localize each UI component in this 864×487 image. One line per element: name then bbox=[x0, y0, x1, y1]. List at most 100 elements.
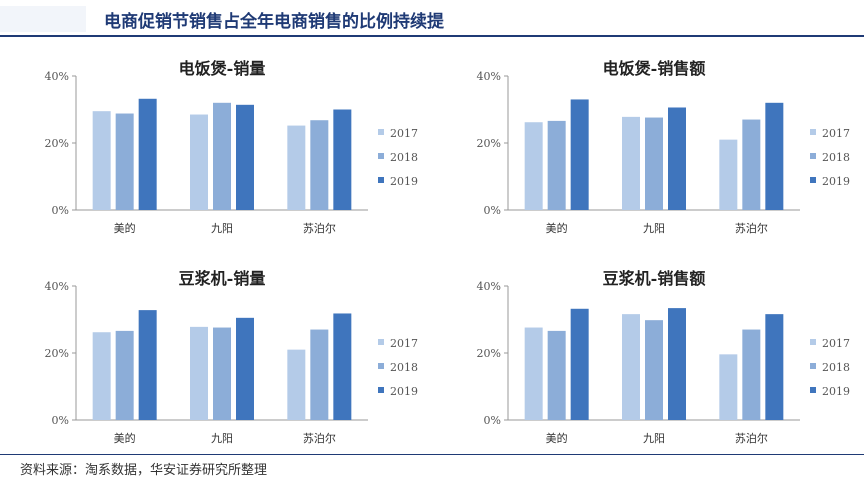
legend-swatch bbox=[810, 387, 816, 393]
chart-panel-rice-cooker-volume: 电饭煲-销量 0% 20% 40% 美的 九阳 苏泊尔 2017 2018 2019 bbox=[0, 40, 432, 250]
legend-swatch bbox=[810, 129, 816, 135]
bar bbox=[524, 122, 543, 210]
bar-chart-svg: 电饭煲-销售额 0% 20% 40% 美的 九阳 苏泊尔 2017 2018 2019 bbox=[477, 59, 850, 235]
bar bbox=[310, 120, 329, 210]
legend-swatch bbox=[810, 177, 816, 183]
legend-swatch bbox=[378, 129, 384, 135]
y-tick-label: 0% bbox=[52, 414, 69, 427]
legend-swatch bbox=[810, 153, 816, 159]
bar bbox=[115, 330, 134, 420]
bar bbox=[765, 102, 784, 210]
bar bbox=[333, 109, 352, 210]
bar bbox=[719, 139, 738, 210]
bar-chart-svg: 电饭煲-销量 0% 20% 40% 美的 九阳 苏泊尔 2017 2018 2019 bbox=[45, 59, 418, 235]
bar bbox=[765, 314, 784, 420]
y-tick-label: 20% bbox=[45, 137, 69, 150]
chart-panel-soymilk-volume: 豆浆机-销量 0% 20% 40% 美的 九阳 苏泊尔 2017 2018 2019 bbox=[0, 250, 432, 460]
legend-label: 2019 bbox=[390, 385, 418, 398]
page-title: 电商促销节销售占全年电商销售的比例持续提 bbox=[104, 12, 444, 32]
footer-divider bbox=[0, 454, 864, 455]
y-tick-label: 40% bbox=[45, 280, 69, 293]
bar bbox=[570, 308, 589, 420]
chart-title: 豆浆机-销量 bbox=[179, 269, 266, 288]
category-label: 九阳 bbox=[643, 432, 665, 445]
bar bbox=[645, 320, 663, 420]
category-label: 苏泊尔 bbox=[735, 222, 768, 235]
legend-label: 2017 bbox=[822, 337, 850, 350]
bar bbox=[333, 313, 352, 420]
category-label: 美的 bbox=[114, 221, 136, 235]
legend-label: 2017 bbox=[822, 127, 850, 140]
legend-label: 2018 bbox=[822, 361, 850, 374]
legend-swatch bbox=[378, 387, 384, 393]
bar bbox=[645, 117, 663, 210]
y-tick-label: 40% bbox=[477, 280, 501, 293]
y-tick-label: 40% bbox=[45, 70, 69, 83]
bar bbox=[213, 102, 231, 210]
chart-title: 电饭煲-销量 bbox=[179, 59, 266, 78]
chart-panel-soymilk-sales: 豆浆机-销售额 0% 20% 40% 美的 九阳 苏泊尔 2017 2018 2019 bbox=[432, 250, 864, 460]
bar bbox=[236, 104, 254, 210]
bar bbox=[719, 354, 738, 420]
category-label: 苏泊尔 bbox=[303, 432, 336, 445]
bar bbox=[742, 119, 761, 210]
bar bbox=[570, 99, 589, 210]
y-tick-label: 20% bbox=[477, 347, 501, 360]
bar bbox=[547, 330, 566, 420]
bar-chart-svg: 豆浆机-销量 0% 20% 40% 美的 九阳 苏泊尔 2017 2018 2019 bbox=[45, 269, 418, 445]
category-label: 美的 bbox=[114, 431, 136, 445]
y-tick-label: 0% bbox=[484, 204, 501, 217]
bar bbox=[213, 327, 231, 420]
bar bbox=[236, 317, 254, 420]
chart-panel-rice-cooker-sales: 电饭煲-销售额 0% 20% 40% 美的 九阳 苏泊尔 2017 2018 2019 bbox=[432, 40, 864, 250]
category-label: 美的 bbox=[546, 431, 568, 445]
legend-label: 2019 bbox=[822, 385, 850, 398]
chart-title: 豆浆机-销售额 bbox=[603, 269, 706, 288]
title-bar: 电商促销节销售占全年电商销售的比例持续提 bbox=[0, 0, 864, 37]
bar bbox=[310, 329, 329, 420]
bar bbox=[742, 329, 761, 420]
category-label: 美的 bbox=[546, 221, 568, 235]
bar bbox=[524, 327, 543, 420]
legend-swatch bbox=[378, 339, 384, 345]
title-divider bbox=[0, 35, 864, 37]
bar bbox=[668, 308, 686, 420]
category-label: 九阳 bbox=[643, 222, 665, 235]
legend-swatch bbox=[378, 363, 384, 369]
legend-swatch bbox=[378, 177, 384, 183]
y-tick-label: 0% bbox=[52, 204, 69, 217]
bar-chart-svg: 豆浆机-销售额 0% 20% 40% 美的 九阳 苏泊尔 2017 2018 2019 bbox=[477, 269, 850, 445]
bar bbox=[190, 326, 208, 420]
y-tick-label: 40% bbox=[477, 70, 501, 83]
y-tick-label: 0% bbox=[484, 414, 501, 427]
legend-swatch bbox=[810, 339, 816, 345]
bar bbox=[138, 310, 157, 420]
bar bbox=[668, 107, 686, 210]
y-tick-label: 20% bbox=[45, 347, 69, 360]
bar bbox=[287, 125, 306, 210]
title-logo-mark bbox=[0, 6, 86, 32]
legend-label: 2018 bbox=[390, 151, 418, 164]
legend-label: 2017 bbox=[390, 337, 418, 350]
y-tick-label: 20% bbox=[477, 137, 501, 150]
source-note: 资料来源：淘系数据，华安证券研究所整理 bbox=[20, 463, 268, 478]
legend-swatch bbox=[810, 363, 816, 369]
bar bbox=[115, 113, 134, 210]
legend-label: 2017 bbox=[390, 127, 418, 140]
legend-label: 2019 bbox=[822, 175, 850, 188]
category-label: 苏泊尔 bbox=[303, 222, 336, 235]
legend-label: 2018 bbox=[822, 151, 850, 164]
legend-label: 2019 bbox=[390, 175, 418, 188]
bar bbox=[287, 349, 306, 420]
bar bbox=[190, 114, 208, 210]
category-label: 苏泊尔 bbox=[735, 432, 768, 445]
category-label: 九阳 bbox=[211, 222, 233, 235]
legend-label: 2018 bbox=[390, 361, 418, 374]
bar bbox=[622, 116, 640, 210]
bar bbox=[138, 98, 157, 210]
bar bbox=[622, 314, 640, 420]
chart-title: 电饭煲-销售额 bbox=[603, 59, 706, 78]
bar bbox=[92, 332, 111, 420]
bar bbox=[92, 111, 111, 210]
bar bbox=[547, 120, 566, 210]
